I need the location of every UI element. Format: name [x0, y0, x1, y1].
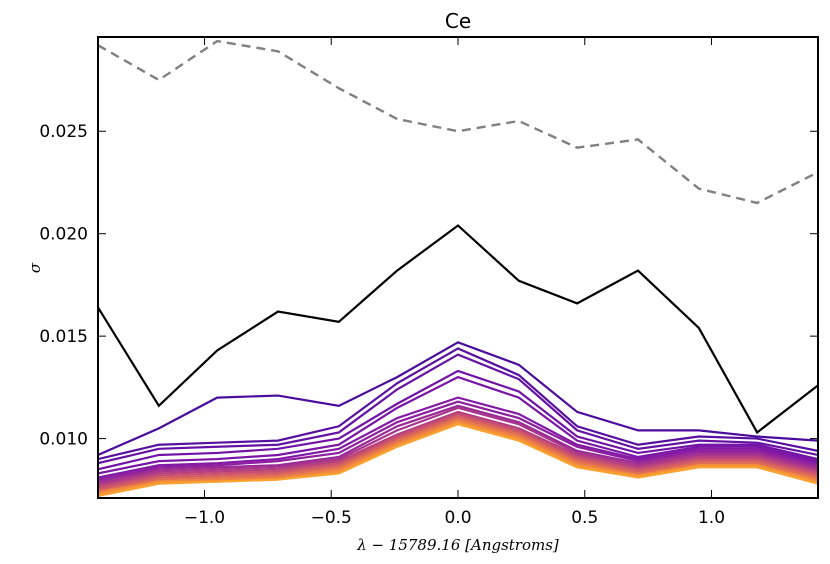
- y-tick-label: 0.015: [39, 327, 88, 347]
- y-tick-label: 0.020: [39, 225, 88, 245]
- y-tick-label: 0.010: [39, 430, 88, 450]
- x-tick-label: 0.5: [571, 508, 598, 528]
- plot-frame: [97, 36, 819, 499]
- x-axis: −1.0 −0.5 0.0 0.5 1.0: [184, 37, 725, 528]
- y-axis: 0.010 0.015 0.020 0.025: [39, 122, 818, 450]
- x-tick-label: −1.0: [184, 508, 225, 528]
- chart-title: Ce: [445, 9, 471, 33]
- series-line-11: [98, 410, 818, 487]
- y-axis-label: σ: [26, 262, 44, 273]
- series-line-9: [98, 404, 818, 483]
- series-line-17: [98, 423, 818, 498]
- series-line-0: [98, 39, 818, 205]
- series-line-14: [98, 416, 818, 493]
- series-line-8: [98, 400, 818, 481]
- series-line-4: [98, 353, 818, 465]
- series-line-1: [98, 224, 818, 435]
- series-line-7: [98, 396, 818, 479]
- series-line-2: [98, 341, 818, 456]
- series-line-6: [98, 375, 818, 475]
- series-group: [98, 39, 818, 498]
- series-line-3: [98, 347, 818, 461]
- x-axis-label: λ − 15789.16 [Angstroms]: [356, 536, 559, 554]
- y-tick-label: 0.025: [39, 122, 88, 142]
- series-line-10: [98, 406, 818, 485]
- plot-area: [97, 36, 819, 499]
- x-tick-label: −0.5: [311, 508, 352, 528]
- series-line-13: [98, 414, 818, 491]
- x-tick-label: 1.0: [698, 508, 725, 528]
- series-line-5: [98, 369, 818, 471]
- x-tick-label: 0.0: [444, 508, 471, 528]
- series-line-12: [98, 412, 818, 489]
